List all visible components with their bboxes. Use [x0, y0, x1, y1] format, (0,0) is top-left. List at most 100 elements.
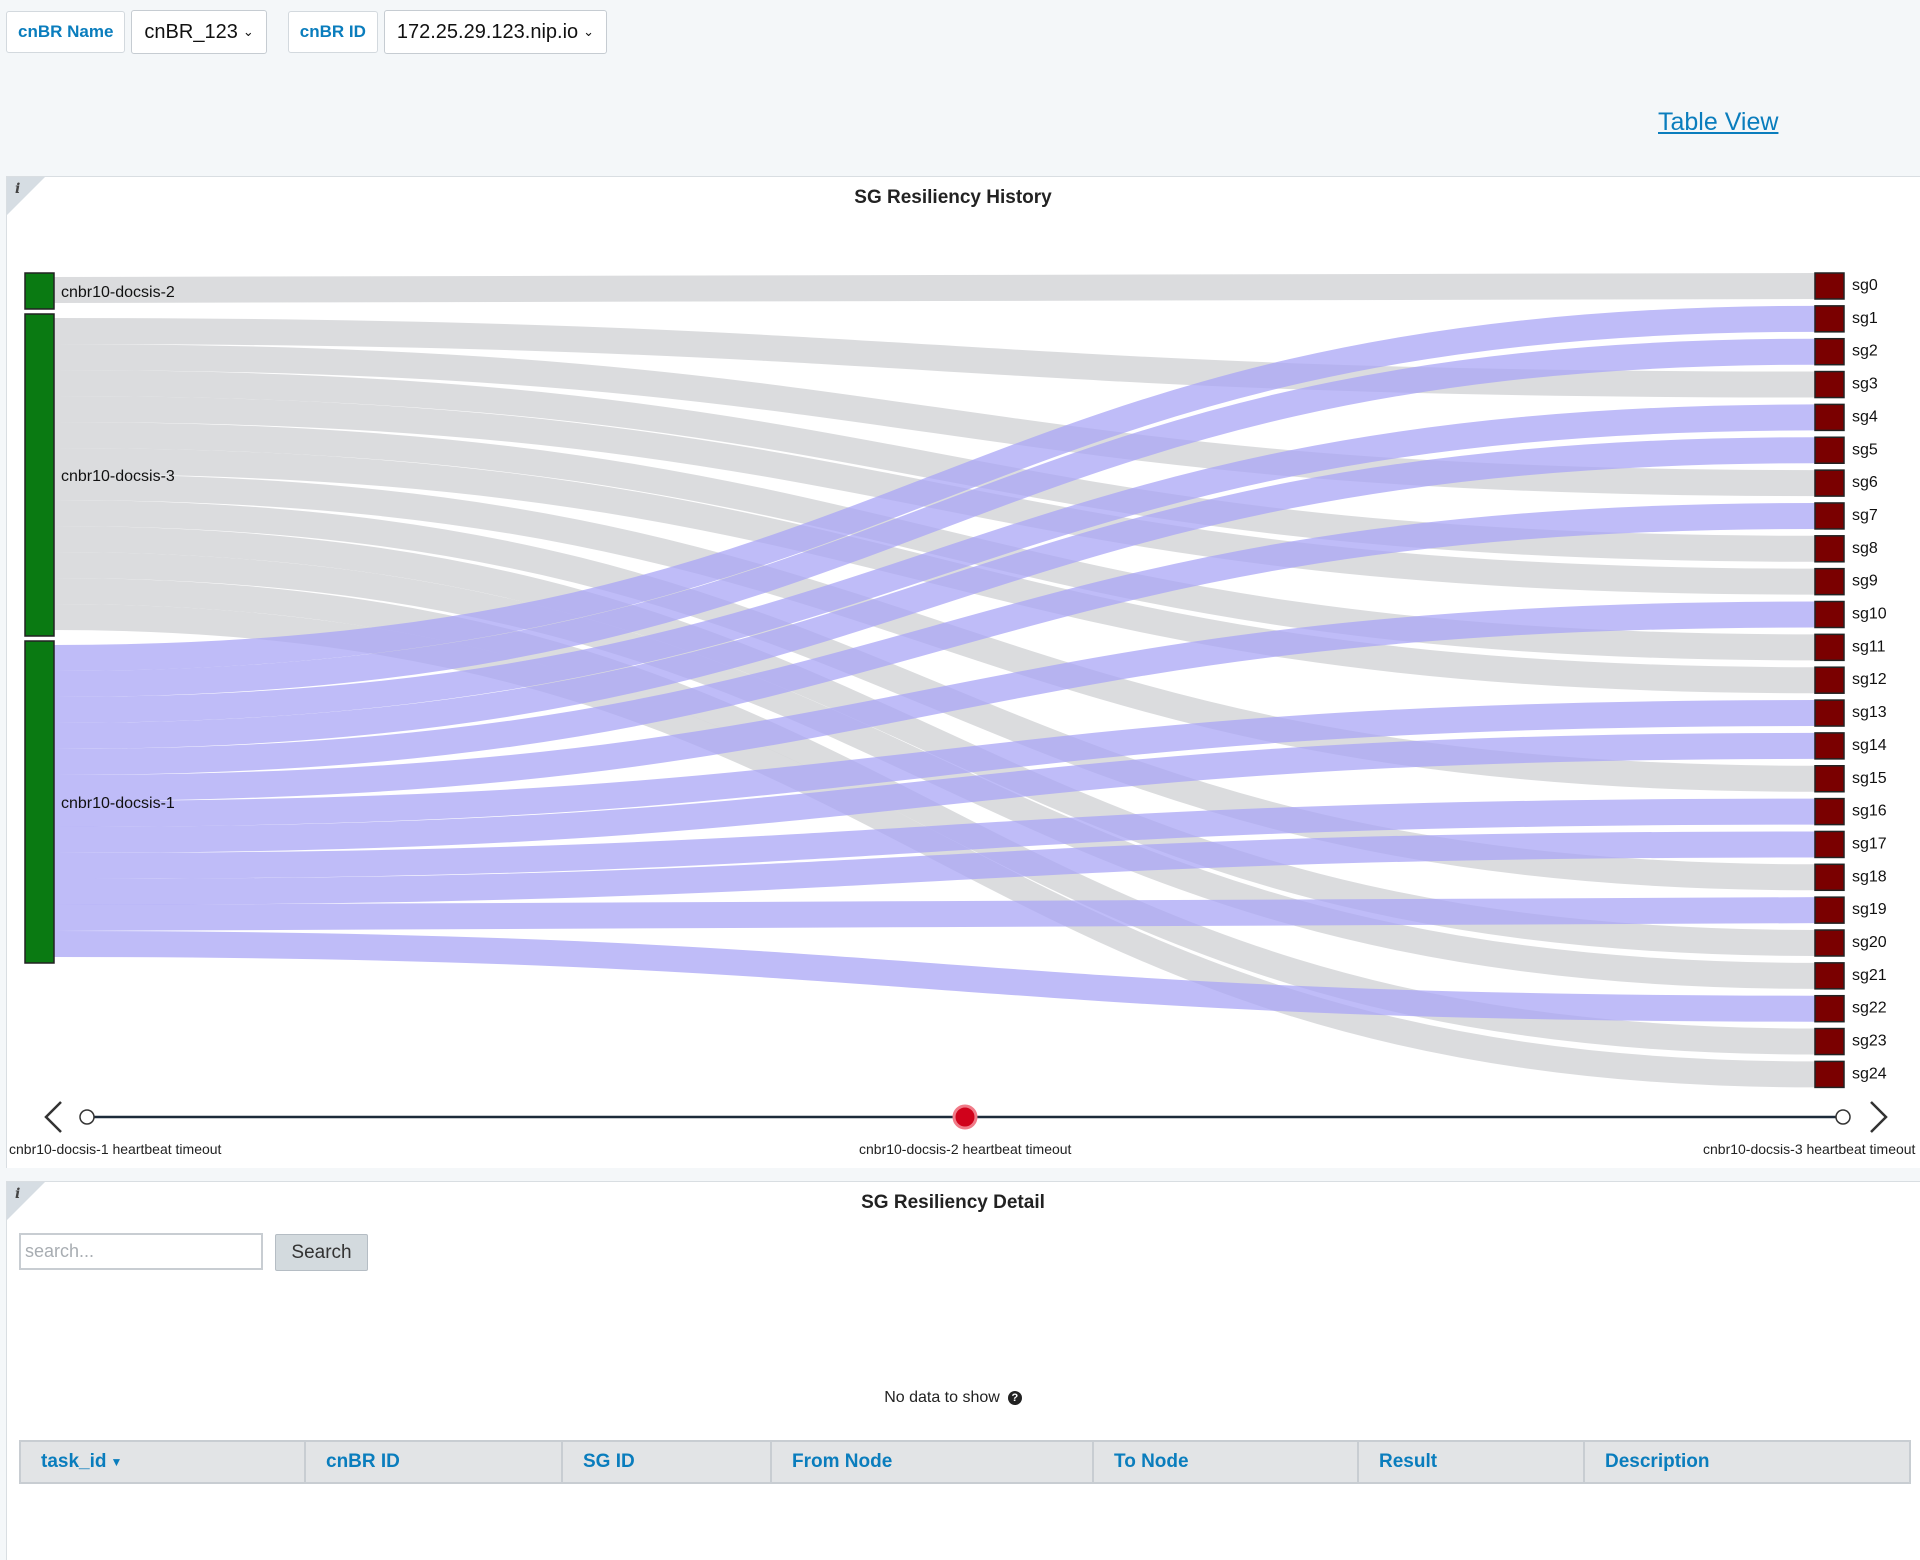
chevron-right-icon — [1870, 1101, 1888, 1133]
sankey-link-cnbr10-docsis-1-sg5 — [53, 437, 1816, 749]
sankey-link-cnbr10-docsis-1-sg14 — [53, 732, 1816, 853]
chevron-down-icon: ⌄ — [242, 24, 254, 39]
target-node-sg7 — [1814, 502, 1845, 530]
target-node-sg0 — [1814, 272, 1845, 300]
sankey-link-cnbr10-docsis-1-sg16 — [53, 798, 1816, 879]
sankey-link-cnbr10-docsis-1-sg2 — [53, 338, 1816, 697]
column-from-node[interactable]: From Node — [772, 1442, 1094, 1482]
timeline-event-label[interactable]: cnbr10-docsis-1 heartbeat timeout — [9, 1141, 222, 1157]
target-label: sg22 — [1852, 1000, 1887, 1017]
target-label: sg0 — [1852, 277, 1878, 294]
target-node-sg21 — [1814, 962, 1845, 990]
detail-title: SG Resiliency Detail — [861, 1192, 1045, 1213]
target-node-sg17 — [1814, 830, 1845, 859]
source-node-cnbr10-docsis-2 — [24, 272, 55, 310]
target-node-sg13 — [1814, 699, 1845, 727]
target-label: sg16 — [1852, 803, 1887, 820]
target-label: sg3 — [1852, 376, 1878, 393]
target-node-sg16 — [1814, 797, 1845, 826]
sankey-link-cnbr10-docsis-1-sg1 — [53, 305, 1816, 671]
info-corner — [7, 177, 45, 215]
target-node-sg2 — [1814, 337, 1845, 366]
target-label: sg5 — [1852, 441, 1878, 458]
source-label: cnbr10-docsis-2 — [61, 284, 175, 301]
chevron-down-icon: ⌄ — [583, 24, 595, 39]
column-sg-id[interactable]: SG ID — [563, 1442, 772, 1482]
sg-resiliency-detail-panel: i SG Resiliency Detail Search No data to… — [6, 1181, 1920, 1560]
source-node-cnbr10-docsis-3 — [24, 313, 55, 637]
column-task-id[interactable]: task_id ▼ — [21, 1442, 306, 1482]
cnbr-id-dropdown[interactable]: 172.25.29.123.nip.io ⌄ — [383, 10, 608, 54]
chevron-left-icon — [44, 1101, 62, 1133]
target-label: sg24 — [1852, 1065, 1887, 1082]
target-node-sg9 — [1814, 567, 1845, 596]
target-node-sg19 — [1814, 896, 1845, 924]
timeline-marker-active — [952, 1104, 978, 1130]
sankey-nodes: cnbr10-docsis-2 cnbr10-docsis-3 cnbr10-doc… — [24, 272, 1887, 1089]
timeline-marker — [1835, 1109, 1851, 1125]
cnbr-id-label: cnBR ID — [287, 11, 378, 53]
target-label: sg8 — [1852, 540, 1878, 557]
target-label: sg19 — [1852, 901, 1887, 918]
timeline-event-label[interactable]: cnbr10-docsis-2 heartbeat timeout — [859, 1141, 1072, 1157]
target-node-sg4 — [1814, 403, 1845, 432]
column-label: task_id — [41, 1451, 107, 1472]
target-label: sg13 — [1852, 704, 1887, 721]
info-corner — [7, 1182, 45, 1220]
sankey-link-cnbr10-docsis-1-sg17 — [53, 831, 1816, 905]
no-data-message: No data to show? — [7, 1389, 1899, 1407]
cnbr-name-dropdown[interactable]: cnBR_123 ⌄ — [131, 10, 267, 54]
sort-desc-icon: ▼ — [110, 1455, 123, 1469]
target-node-sg5 — [1814, 436, 1845, 464]
source-label: cnbr10-docsis-3 — [61, 468, 175, 485]
target-node-sg8 — [1814, 535, 1845, 563]
cnbr-name-value: cnBR_123 — [144, 20, 238, 43]
target-node-sg22 — [1814, 994, 1845, 1023]
target-label: sg23 — [1852, 1033, 1887, 1050]
target-node-sg6 — [1814, 469, 1845, 497]
target-node-sg14 — [1814, 732, 1845, 760]
sankey-link-cnbr10-docsis-1-sg13 — [53, 700, 1816, 827]
target-label: sg2 — [1852, 343, 1878, 360]
target-label: sg12 — [1852, 671, 1887, 688]
sankey-link-cnbr10-docsis-1-sg22 — [53, 931, 1816, 1022]
search-button[interactable]: Search — [275, 1234, 368, 1271]
no-data-text: No data to show — [884, 1389, 1000, 1406]
target-label: sg10 — [1852, 606, 1887, 623]
target-node-sg15 — [1814, 765, 1845, 793]
target-node-sg24 — [1814, 1060, 1845, 1089]
sankey-link-cnbr10-docsis-1-sg4 — [53, 404, 1816, 723]
timeline — [44, 1101, 1888, 1133]
source-label: cnbr10-docsis-1 — [61, 795, 175, 812]
target-label: sg9 — [1852, 573, 1878, 590]
timeline-event-label[interactable]: cnbr10-docsis-3 heartbeat timeout — [1703, 1141, 1916, 1157]
target-label: sg18 — [1852, 868, 1887, 885]
sankey-link-cnbr10-docsis-2-sg0 — [53, 273, 1816, 303]
target-node-sg11 — [1814, 633, 1845, 662]
target-node-sg10 — [1814, 600, 1845, 629]
target-label: sg6 — [1852, 474, 1878, 491]
column-description[interactable]: Description — [1605, 1451, 1710, 1472]
info-icon[interactable]: i — [15, 181, 21, 197]
target-label: sg21 — [1852, 967, 1887, 984]
table-view-link[interactable]: Table View — [1658, 108, 1779, 136]
info-icon[interactable]: i — [15, 1186, 21, 1202]
target-node-sg23 — [1814, 1027, 1845, 1056]
target-label: sg20 — [1852, 934, 1887, 951]
target-node-sg1 — [1814, 305, 1845, 333]
column-result[interactable]: Result — [1359, 1442, 1585, 1482]
column-to-node[interactable]: To Node — [1094, 1442, 1359, 1482]
target-label: sg17 — [1852, 835, 1887, 852]
column-cnbr-id[interactable]: cnBR ID — [306, 1442, 563, 1482]
target-node-sg20 — [1814, 929, 1845, 957]
help-icon[interactable]: ? — [1007, 1390, 1022, 1405]
target-node-sg12 — [1814, 666, 1845, 694]
target-node-sg3 — [1814, 370, 1845, 399]
cnbr-id-value: 172.25.29.123.nip.io — [396, 20, 579, 43]
search-input[interactable] — [19, 1233, 263, 1270]
cnbr-name-label: cnBR Name — [6, 11, 126, 53]
target-label: sg4 — [1852, 408, 1878, 425]
history-title: SG Resiliency History — [854, 187, 1052, 208]
sankey-link-cnbr10-docsis-1-sg19 — [53, 897, 1816, 931]
target-label: sg15 — [1852, 770, 1887, 787]
